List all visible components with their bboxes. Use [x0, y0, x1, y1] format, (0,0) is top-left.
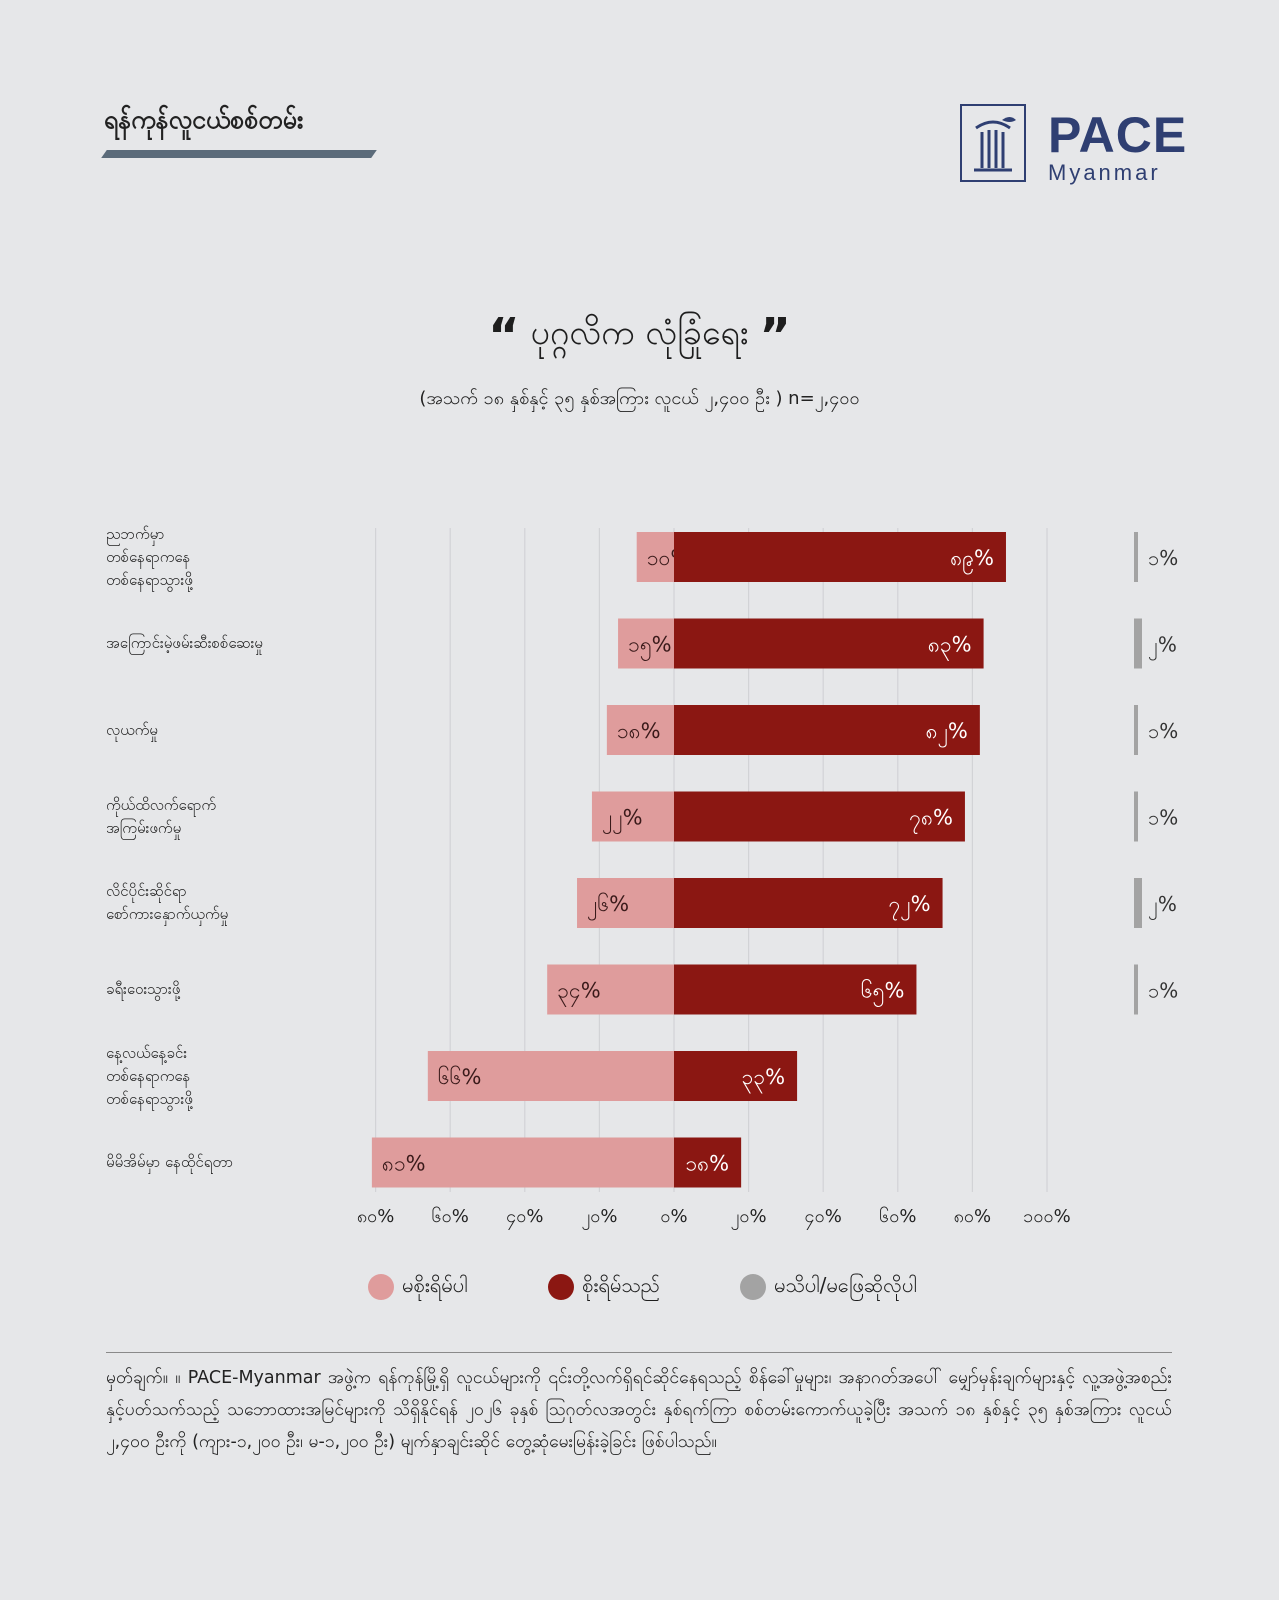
bar-not-worried	[427, 1051, 674, 1101]
bar-worried	[674, 618, 984, 669]
category-label: မိမိအိမ်မှာ နေထိုင်ရတာ	[106, 1151, 296, 1174]
data-label-not-worried: ၈၁%	[382, 1152, 426, 1176]
data-label-dont-know: ၁%	[1148, 979, 1178, 1003]
bar-dont-know	[1134, 791, 1138, 842]
category-label: ခရီးဝေးသွားဖို့	[106, 978, 296, 1001]
logo-emblem-icon	[960, 104, 1026, 182]
x-tick-label: ၈၀%	[954, 1206, 992, 1227]
data-label-dont-know: ၁%	[1148, 546, 1178, 570]
bar-not-worried	[547, 964, 674, 1015]
bar-dont-know	[1134, 705, 1138, 755]
category-label-line: အကြောင်းမဲ့ဖမ်းဆီးစစ်ဆေးမှု	[106, 634, 263, 652]
bar-worried	[674, 791, 965, 842]
category-label-line: နေ့လယ်နေ့ခင်း	[106, 1043, 188, 1062]
chart-title-text: ပုဂ္ဂလိက လုံခြုံရေး	[530, 313, 749, 353]
methodology-note: မှတ်ချက်။ ။ PACE-Myanmar အဖွဲ့က ရန်ကုန်မ…	[106, 1368, 1172, 1452]
category-label: ညဘက်မှာတစ်နေရာကနေတစ်နေရာသွားဖို့	[106, 523, 296, 592]
x-tick-label: ၈၀%	[357, 1206, 395, 1227]
x-tick-label: ၂၀%	[581, 1206, 617, 1230]
footer-divider	[106, 1352, 1172, 1353]
legend-label-dont-know: မသိပါ/မဖြေဆိုလိုပါ	[774, 1273, 917, 1297]
category-label-line: တစ်နေရာကနေ	[106, 547, 191, 566]
category-label-line: တစ်နေရာသွားဖို့	[106, 1089, 193, 1108]
bar-not-worried	[618, 618, 674, 669]
data-label-not-worried: ၆၆%	[438, 1064, 482, 1089]
legend-swatch-worried	[548, 1274, 574, 1300]
category-label-line: မိမိအိမ်မှာ နေထိုင်ရတာ	[106, 1153, 234, 1171]
category-label-line: လုယက်မှု	[106, 720, 158, 739]
category-label-line: အကြမ်းဖက်မှု	[106, 818, 182, 837]
category-label: ကိုယ်ထိလက်ရောက်အကြမ်းဖက်မှု	[106, 794, 296, 840]
diverging-bar-chart: ၈၀% ၆၀% ၄၀% ၂၀% ၀% ၂၀% ၄၀% ၆၀% ၈၀% ၁၀၀%၁၀% ၈၉% ၁%၁၅…	[357, 528, 1178, 1230]
logo-subtitle: Myanmar	[1048, 160, 1161, 185]
category-label: လုယက်မှု	[106, 719, 296, 742]
x-tick-label: ၄၀%	[805, 1206, 842, 1230]
category-label-line: တစ်နေရာသွားဖို့	[106, 570, 193, 589]
x-tick-label: ၄၀%	[506, 1206, 543, 1230]
data-label-worried: ၁၈%	[685, 1152, 729, 1176]
bar-dont-know	[1134, 964, 1138, 1015]
category-label-line: ညဘက်မှာ	[106, 524, 165, 543]
bar-worried	[674, 1051, 798, 1101]
bar-dont-know	[1134, 532, 1138, 582]
chart-subtitle: (အသက် ၁၈ နှစ်နှင့် ၃၅ နှစ်အကြား လူငယ် ၂,…	[419, 388, 860, 409]
legend-label-worried: စိုးရိမ်သည်	[582, 1273, 660, 1297]
category-label-line: စော်ကားနှောက်ယှက်မှု	[106, 905, 229, 923]
category-label: အကြောင်းမဲ့ဖမ်းဆီးစစ်ဆေးမှု	[106, 632, 296, 655]
bar-not-worried	[371, 1137, 674, 1188]
category-label-line: ခရီးဝေးသွားဖို့	[106, 980, 181, 998]
bar-not-worried	[591, 791, 674, 842]
data-label-dont-know: ၁%	[1148, 719, 1178, 743]
legend-swatch-dont-know	[740, 1274, 766, 1300]
bar-worried	[674, 705, 980, 755]
x-tick-label: ၆၀%	[432, 1206, 469, 1227]
x-tick-label: ၂၀%	[731, 1206, 767, 1230]
bar-worried	[674, 532, 1006, 582]
x-tick-label: ၁၀၀%	[1023, 1206, 1070, 1227]
logo-wordmark: PACE	[1048, 107, 1188, 163]
category-label: လိင်ပိုင်းဆိုင်ရာစော်ကားနှောက်ယှက်မှု	[106, 880, 296, 926]
chart-title: “ ပုဂ္ဂလိက လုံခြုံရေး ”	[488, 308, 791, 364]
bar-dont-know	[1134, 618, 1142, 669]
bar-worried	[674, 964, 917, 1015]
bar-not-worried	[606, 705, 674, 755]
data-label-not-worried: ၁၈%	[617, 719, 661, 743]
category-label-line: တစ်နေရာကနေ	[106, 1066, 191, 1085]
x-tick-label: ၀%	[660, 1206, 687, 1227]
data-label-dont-know: ၂%	[1148, 892, 1177, 920]
bar-worried	[674, 1137, 742, 1188]
bar-not-worried	[577, 878, 674, 928]
bar-dont-know	[1134, 878, 1142, 928]
data-label-dont-know: ၁%	[1148, 806, 1178, 830]
bar-worried	[674, 878, 943, 928]
x-tick-label: ၆၀%	[879, 1206, 916, 1227]
survey-series-title: ရန်ကုန်လူငယ်စစ်တမ်း	[104, 105, 304, 134]
pace-logo: PACE Myanmar	[960, 104, 1186, 186]
legend-swatch-not-worried	[368, 1274, 394, 1300]
category-label-line: လိင်ပိုင်းဆိုင်ရာ	[106, 882, 187, 900]
bar-not-worried	[636, 532, 674, 582]
category-label: နေ့လယ်နေ့ခင်းတစ်နေရာကနေတစ်နေရာသွားဖို့	[106, 1042, 296, 1111]
legend-label-not-worried: မစိုးရိမ်ပါ	[402, 1273, 468, 1297]
category-label-line: ကိုယ်ထိလက်ရောက်	[106, 795, 217, 814]
data-label-dont-know: ၂%	[1148, 633, 1177, 661]
